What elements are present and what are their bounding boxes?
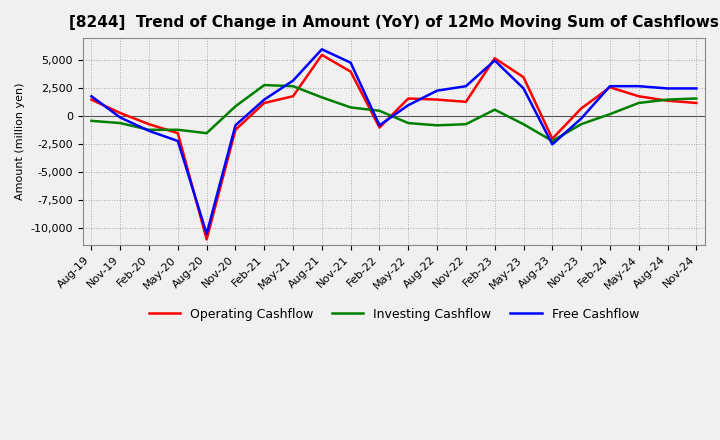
Line: Free Cashflow: Free Cashflow xyxy=(91,49,696,234)
Investing Cashflow xyxy=(87,118,96,124)
Y-axis label: Amount (million yen): Amount (million yen) xyxy=(15,83,25,200)
Free Cashflow xyxy=(692,86,701,91)
Operating Cashflow xyxy=(375,125,384,130)
Free Cashflow xyxy=(231,123,240,128)
Operating Cashflow xyxy=(116,110,125,116)
Investing Cashflow xyxy=(404,121,413,126)
Title: [8244]  Trend of Change in Amount (YoY) of 12Mo Moving Sum of Cashflows: [8244] Trend of Change in Amount (YoY) o… xyxy=(69,15,719,30)
Operating Cashflow xyxy=(519,75,528,80)
Investing Cashflow xyxy=(490,107,499,112)
Free Cashflow xyxy=(289,78,297,83)
Free Cashflow xyxy=(145,128,153,134)
Investing Cashflow xyxy=(318,95,326,100)
Line: Investing Cashflow: Investing Cashflow xyxy=(91,85,696,141)
Investing Cashflow xyxy=(433,123,441,128)
Operating Cashflow xyxy=(548,136,557,141)
Operating Cashflow xyxy=(174,131,182,136)
Operating Cashflow xyxy=(663,98,672,103)
Operating Cashflow xyxy=(346,69,355,74)
Investing Cashflow xyxy=(289,84,297,89)
Operating Cashflow xyxy=(87,97,96,102)
Operating Cashflow xyxy=(606,84,614,90)
Investing Cashflow xyxy=(145,127,153,132)
Operating Cashflow xyxy=(462,99,470,104)
Free Cashflow xyxy=(174,138,182,143)
Operating Cashflow xyxy=(145,121,153,127)
Operating Cashflow xyxy=(289,94,297,99)
Free Cashflow xyxy=(404,103,413,108)
Investing Cashflow xyxy=(606,111,614,117)
Operating Cashflow xyxy=(318,52,326,58)
Free Cashflow xyxy=(346,60,355,66)
Investing Cashflow xyxy=(346,105,355,110)
Investing Cashflow xyxy=(519,121,528,127)
Operating Cashflow xyxy=(577,106,585,111)
Investing Cashflow xyxy=(260,82,269,88)
Investing Cashflow xyxy=(462,121,470,127)
Operating Cashflow xyxy=(231,127,240,132)
Operating Cashflow xyxy=(433,97,441,102)
Free Cashflow xyxy=(375,123,384,128)
Free Cashflow xyxy=(202,231,211,236)
Free Cashflow xyxy=(433,88,441,93)
Free Cashflow xyxy=(116,115,125,120)
Line: Operating Cashflow: Operating Cashflow xyxy=(91,55,696,239)
Operating Cashflow xyxy=(260,100,269,106)
Free Cashflow xyxy=(606,84,614,89)
Free Cashflow xyxy=(577,116,585,121)
Investing Cashflow xyxy=(375,108,384,114)
Free Cashflow xyxy=(462,84,470,89)
Legend: Operating Cashflow, Investing Cashflow, Free Cashflow: Operating Cashflow, Investing Cashflow, … xyxy=(144,303,644,326)
Investing Cashflow xyxy=(634,100,643,106)
Free Cashflow xyxy=(87,94,96,99)
Investing Cashflow xyxy=(116,121,125,126)
Free Cashflow xyxy=(490,58,499,63)
Investing Cashflow xyxy=(692,96,701,101)
Investing Cashflow xyxy=(174,127,182,132)
Free Cashflow xyxy=(318,47,326,52)
Operating Cashflow xyxy=(404,96,413,101)
Investing Cashflow xyxy=(202,131,211,136)
Free Cashflow xyxy=(548,142,557,147)
Investing Cashflow xyxy=(548,138,557,143)
Investing Cashflow xyxy=(663,97,672,102)
Free Cashflow xyxy=(519,86,528,91)
Investing Cashflow xyxy=(231,104,240,109)
Operating Cashflow xyxy=(490,55,499,61)
Free Cashflow xyxy=(260,97,269,102)
Operating Cashflow xyxy=(634,94,643,99)
Free Cashflow xyxy=(663,86,672,91)
Investing Cashflow xyxy=(577,121,585,127)
Operating Cashflow xyxy=(202,237,211,242)
Operating Cashflow xyxy=(692,100,701,106)
Free Cashflow xyxy=(634,84,643,89)
